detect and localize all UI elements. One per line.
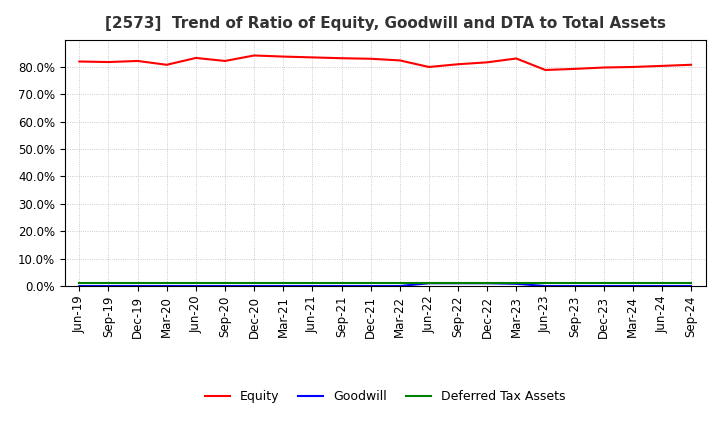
Equity — [366, 56, 375, 62]
Goodwill — [133, 283, 142, 289]
Equity — [133, 59, 142, 64]
Line: Equity: Equity — [79, 55, 691, 70]
Deferred Tax Assets — [629, 281, 637, 286]
Deferred Tax Assets — [220, 281, 229, 286]
Goodwill — [512, 281, 521, 286]
Goodwill — [541, 283, 550, 289]
Goodwill — [104, 283, 113, 289]
Equity — [192, 55, 200, 61]
Deferred Tax Assets — [308, 281, 317, 286]
Equity — [337, 55, 346, 61]
Goodwill — [425, 281, 433, 286]
Deferred Tax Assets — [104, 281, 113, 286]
Goodwill — [220, 283, 229, 289]
Deferred Tax Assets — [483, 281, 492, 286]
Goodwill — [570, 283, 579, 289]
Equity — [657, 63, 666, 69]
Goodwill — [192, 283, 200, 289]
Goodwill — [308, 283, 317, 289]
Goodwill — [395, 283, 404, 289]
Goodwill — [366, 283, 375, 289]
Equity — [75, 59, 84, 64]
Equity — [483, 60, 492, 65]
Goodwill — [75, 283, 84, 289]
Deferred Tax Assets — [599, 281, 608, 286]
Goodwill — [337, 283, 346, 289]
Goodwill — [250, 283, 258, 289]
Goodwill — [687, 283, 696, 289]
Goodwill — [599, 283, 608, 289]
Deferred Tax Assets — [279, 281, 287, 286]
Equity — [687, 62, 696, 67]
Equity — [629, 64, 637, 70]
Legend: Equity, Goodwill, Deferred Tax Assets: Equity, Goodwill, Deferred Tax Assets — [200, 385, 570, 408]
Goodwill — [629, 283, 637, 289]
Title: [2573]  Trend of Ratio of Equity, Goodwill and DTA to Total Assets: [2573] Trend of Ratio of Equity, Goodwil… — [104, 16, 666, 32]
Equity — [425, 64, 433, 70]
Deferred Tax Assets — [133, 281, 142, 286]
Equity — [512, 56, 521, 61]
Goodwill — [279, 283, 287, 289]
Equity — [454, 62, 462, 67]
Goodwill — [657, 283, 666, 289]
Deferred Tax Assets — [687, 281, 696, 286]
Equity — [220, 59, 229, 64]
Equity — [308, 55, 317, 60]
Deferred Tax Assets — [570, 281, 579, 286]
Deferred Tax Assets — [192, 281, 200, 286]
Deferred Tax Assets — [163, 281, 171, 286]
Deferred Tax Assets — [395, 281, 404, 286]
Line: Goodwill: Goodwill — [79, 283, 691, 286]
Deferred Tax Assets — [75, 281, 84, 286]
Goodwill — [454, 281, 462, 286]
Equity — [599, 65, 608, 70]
Deferred Tax Assets — [657, 281, 666, 286]
Equity — [163, 62, 171, 67]
Deferred Tax Assets — [512, 281, 521, 286]
Goodwill — [163, 283, 171, 289]
Goodwill — [483, 281, 492, 286]
Equity — [250, 53, 258, 58]
Deferred Tax Assets — [366, 281, 375, 286]
Equity — [541, 67, 550, 73]
Deferred Tax Assets — [250, 281, 258, 286]
Deferred Tax Assets — [337, 281, 346, 286]
Deferred Tax Assets — [454, 281, 462, 286]
Equity — [570, 66, 579, 72]
Deferred Tax Assets — [541, 281, 550, 286]
Equity — [104, 59, 113, 65]
Equity — [279, 54, 287, 59]
Equity — [395, 58, 404, 63]
Deferred Tax Assets — [425, 281, 433, 286]
